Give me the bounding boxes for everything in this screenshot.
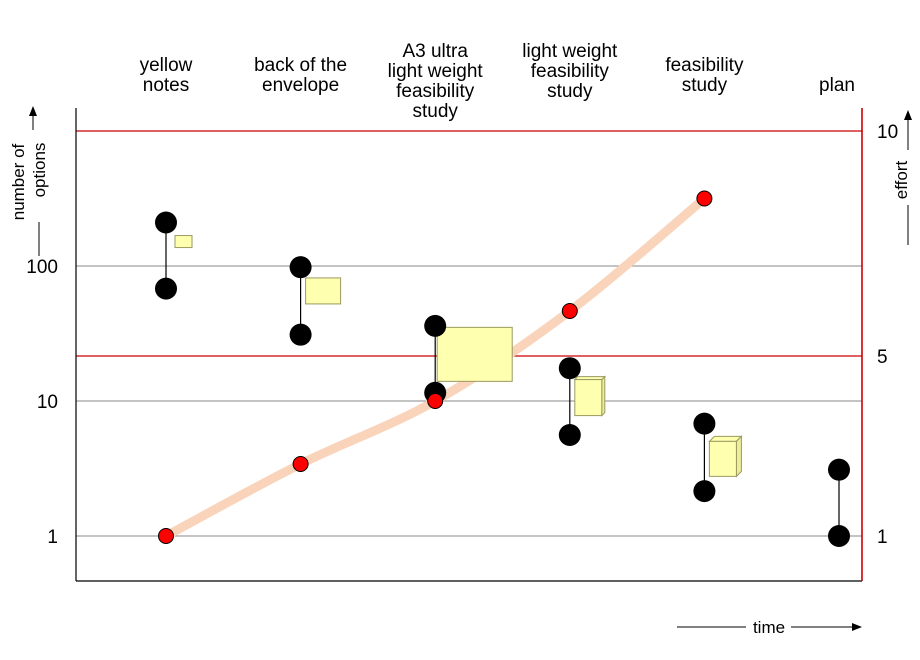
options-high-point: [828, 458, 850, 481]
document-stage-3: [436, 326, 513, 382]
stage-label-line: feasibility: [665, 55, 744, 76]
stage-label-line: study: [682, 75, 728, 96]
options-low-point: [693, 480, 716, 503]
stage-label-line: study: [547, 81, 593, 102]
effort-point-stage-3: [427, 393, 444, 409]
documents: [174, 235, 743, 478]
stage-label-line: feasibility: [396, 81, 475, 102]
effort-point-stage-1: [158, 528, 174, 544]
stage-label-line: envelope: [262, 75, 339, 96]
options-low-point: [289, 323, 312, 346]
options-low-point: [558, 423, 581, 446]
stage-label-line: light weight: [522, 41, 618, 62]
right-axis-title-text: effort: [892, 161, 911, 200]
time-arrowhead: [852, 623, 862, 631]
stage-label-line: A3 ultra: [402, 41, 468, 62]
effort-point-stage-4: [561, 303, 578, 319]
option-range-stage-1: [155, 211, 177, 300]
document-stage-1: [174, 235, 193, 249]
options-low-point: [155, 277, 177, 300]
options-high-point: [424, 314, 447, 337]
stage-label-line: light weight: [388, 61, 484, 82]
option-range-stage-4: [558, 357, 581, 446]
effort-points: [158, 190, 713, 544]
right-tick-label-10: 10: [877, 122, 898, 143]
right-tick-label-1: 1: [877, 527, 888, 548]
left-tick-label-100: 100: [26, 257, 58, 278]
effort-point-stage-5: [696, 190, 713, 207]
stage-label-line: notes: [143, 75, 189, 96]
document-stage-2: [305, 277, 342, 305]
options-high-point: [289, 256, 312, 279]
left-axis-title-line-2: options: [30, 143, 49, 198]
document-stage-4: [573, 375, 607, 417]
left-axis-arrow: [29, 106, 37, 130]
option-ranges: [155, 211, 850, 547]
option-range-stage-2: [289, 256, 312, 346]
stage-label-line: back of the: [254, 55, 347, 76]
effort-point-stage-2: [292, 456, 309, 472]
left-axis-title-line-1: number of: [9, 143, 28, 220]
stage-label-line: yellow: [140, 55, 193, 76]
options-low-point: [828, 525, 850, 547]
stage-label-6: plan: [819, 75, 855, 96]
left-axis-ticks: 1 10 100: [26, 257, 58, 548]
time-label: time: [753, 618, 785, 637]
option-range-stage-6: [828, 458, 850, 547]
options-high-point: [155, 211, 177, 234]
right-tick-label-5: 5: [877, 347, 888, 368]
options-high-point: [693, 412, 716, 435]
options-high-point: [558, 357, 581, 380]
option-range-stage-5: [693, 412, 716, 503]
left-tick-label-1: 1: [47, 527, 58, 548]
left-tick-label-10: 10: [37, 392, 58, 413]
stage-label-line: study: [412, 101, 458, 122]
left-axis-title: number of options: [9, 143, 49, 256]
time-axis-title: time: [677, 618, 862, 637]
stage-label-line: plan: [819, 75, 855, 96]
document-stage-5: [708, 435, 743, 478]
stage-label-line: feasibility: [531, 61, 610, 82]
right-axis-arrow: [904, 110, 912, 245]
right-axis-title: effort: [892, 161, 911, 200]
gridlines: [76, 130, 862, 537]
